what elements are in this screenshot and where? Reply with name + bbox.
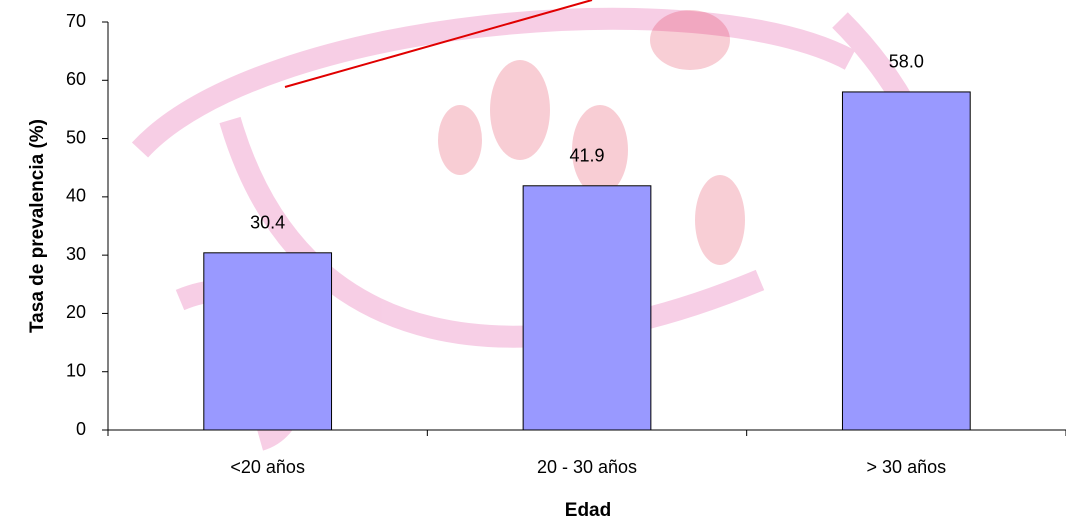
- y-tick-label: 0: [76, 419, 86, 439]
- x-tick-label: <20 años: [230, 457, 305, 477]
- y-tick-label: 40: [66, 186, 86, 206]
- y-tick-label: 10: [66, 360, 86, 380]
- y-tick-label: 30: [66, 244, 86, 264]
- bar: [841, 91, 971, 431]
- bar: [203, 252, 333, 431]
- y-tick-label: 20: [66, 302, 86, 322]
- y-axis-title: Tasa de prevalencia (%): [27, 119, 48, 333]
- watermark-blobs: [438, 10, 745, 265]
- bar: [522, 185, 652, 431]
- y-tick-label: 60: [66, 69, 86, 89]
- pointer-line: [284, 0, 593, 88]
- y-tick-label: 70: [66, 11, 86, 31]
- value-label: 41.9: [569, 146, 604, 166]
- y-tick-label: 50: [66, 127, 86, 147]
- x-axis-title: Edad: [565, 500, 611, 521]
- value-label: 30.4: [250, 213, 285, 233]
- x-tick-label: > 30 años: [867, 457, 947, 477]
- x-tick-label: 20 - 30 años: [537, 457, 637, 477]
- value-label: 58.0: [889, 52, 924, 72]
